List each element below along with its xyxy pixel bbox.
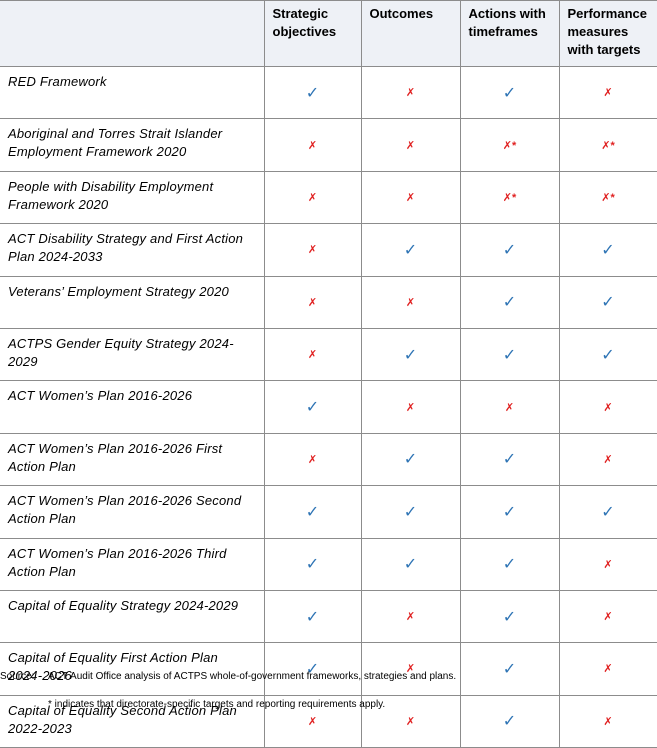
row-label: ACT Women’s Plan 2016-2026 First Action … — [0, 432, 265, 487]
status-cell: ✓ — [360, 537, 461, 591]
status-cell: ✓ — [558, 275, 657, 329]
source-text: ACT Audit Office analysis of ACTPS whole… — [48, 671, 457, 682]
status-cell: ✗ — [360, 170, 461, 225]
status-cell: ✓ — [459, 327, 560, 382]
row-label: RED Framework — [0, 65, 265, 120]
status-cell: ✗ — [263, 275, 362, 329]
status-cell: ✗ — [263, 223, 362, 277]
status-cell: ✓ — [263, 537, 362, 591]
status-cell: ✗ — [558, 642, 657, 696]
status-cell: ✗ — [558, 537, 657, 591]
column-header: Outcomes — [360, 0, 461, 67]
status-cell: ✗ — [263, 118, 362, 172]
status-cell: ✗* — [459, 118, 560, 172]
status-cell: ✓ — [558, 223, 657, 277]
row-label: ACT Women’s Plan 2016-2026 — [0, 380, 265, 434]
table-row: ACT Women’s Plan 2016-2026 Second Action… — [0, 485, 657, 539]
status-cell: ✗* — [558, 170, 657, 225]
status-cell: ✓ — [558, 485, 657, 539]
table-row: Aboriginal and Torres Strait Islander Em… — [0, 118, 657, 172]
status-cell: ✗ — [360, 118, 461, 172]
status-cell: ✗ — [360, 65, 461, 120]
status-cell: ✗ — [360, 380, 461, 434]
status-cell: ✗ — [558, 589, 657, 644]
row-label: ACTPS Gender Equity Strategy 2024-2029 — [0, 327, 265, 382]
status-cell: ✓ — [459, 485, 560, 539]
table-row: ACT Disability Strategy and First Action… — [0, 223, 657, 277]
row-label: Veterans’ Employment Strategy 2020 — [0, 275, 265, 329]
status-cell: ✓ — [263, 380, 362, 434]
row-label: Capital of Equality Strategy 2024-2029 — [0, 589, 265, 644]
table-row: ACT Women’s Plan 2016-2026 First Action … — [0, 432, 657, 487]
status-cell: ✓ — [459, 432, 560, 487]
status-cell: ✗ — [459, 380, 560, 434]
table-row: People with Disability Employment Framew… — [0, 170, 657, 225]
status-cell: ✓ — [459, 537, 560, 591]
status-cell: ✗ — [558, 694, 657, 748]
status-cell: ✓ — [558, 327, 657, 382]
status-cell: ✓ — [263, 485, 362, 539]
source-label: Source: — [0, 671, 35, 682]
status-cell: ✗* — [558, 118, 657, 172]
status-cell: ✗ — [558, 432, 657, 487]
column-header: Strategic objectives — [263, 0, 362, 67]
status-cell: ✓ — [263, 589, 362, 644]
status-cell: ✓ — [459, 65, 560, 120]
row-label: ACT Disability Strategy and First Action… — [0, 223, 265, 277]
header-row: Strategic objectives Outcomes Actions with… — [0, 0, 657, 67]
table-body: RED Framework ✓ ✗ ✓ ✗ Aboriginal and Torres S… — [0, 65, 657, 748]
status-cell: ✗ — [360, 589, 461, 644]
row-label: ACT Women’s Plan 2016-2026 Third Action … — [0, 537, 265, 591]
row-label: Aboriginal and Torres Strait Islander Em… — [0, 118, 265, 172]
status-cell: ✗ — [263, 170, 362, 225]
table-row: RED Framework ✓ ✗ ✓ ✗ — [0, 65, 657, 120]
table-row: ACT Women’s Plan 2016-2026 Third Action … — [0, 537, 657, 591]
status-cell: ✗ — [263, 327, 362, 382]
status-cell: ✓ — [459, 694, 560, 748]
status-cell: ✓ — [459, 642, 560, 696]
status-cell: ✓ — [360, 223, 461, 277]
source: Source: ACT Audit Office analysis of ACTP… — [0, 671, 456, 682]
status-cell: ✓ — [263, 65, 362, 120]
row-label: People with Disability Employment Framew… — [0, 170, 265, 225]
table-row: ACT Women’s Plan 2016-2026 ✓ ✗ ✗ ✗ — [0, 380, 657, 434]
status-cell: ✓ — [360, 432, 461, 487]
status-cell: ✓ — [459, 589, 560, 644]
column-header: Actions with timeframes — [459, 0, 560, 67]
status-cell: ✓ — [459, 223, 560, 277]
table-row: Capital of Equality First Action Plan 20… — [0, 642, 657, 696]
table-row: ACTPS Gender Equity Strategy 2024-2029 ✗ ✓… — [0, 327, 657, 382]
status-cell: ✓ — [360, 327, 461, 382]
status-cell: ✗ — [360, 642, 461, 696]
table-row: Veterans’ Employment Strategy 2020 ✗ ✗ ✓ ✓ — [0, 275, 657, 329]
note: * indicates that directorate-specific ta… — [48, 699, 386, 710]
row-label: ACT Women’s Plan 2016-2026 Second Action… — [0, 485, 265, 539]
column-header: Performance measures with targets — [558, 0, 657, 67]
column-header — [0, 0, 265, 67]
status-cell: ✓ — [360, 485, 461, 539]
status-cell: ✗ — [263, 432, 362, 487]
status-cell: ✓ — [263, 642, 362, 696]
row-label: Capital of Equality First Action Plan 20… — [0, 642, 265, 696]
table-row: Capital of Equality Strategy 2024-2029 ✓ ✗… — [0, 589, 657, 644]
status-cell: ✗ — [558, 65, 657, 120]
status-cell: ✓ — [459, 275, 560, 329]
status-cell: ✗ — [360, 275, 461, 329]
status-cell: ✗* — [459, 170, 560, 225]
status-cell: ✗ — [558, 380, 657, 434]
